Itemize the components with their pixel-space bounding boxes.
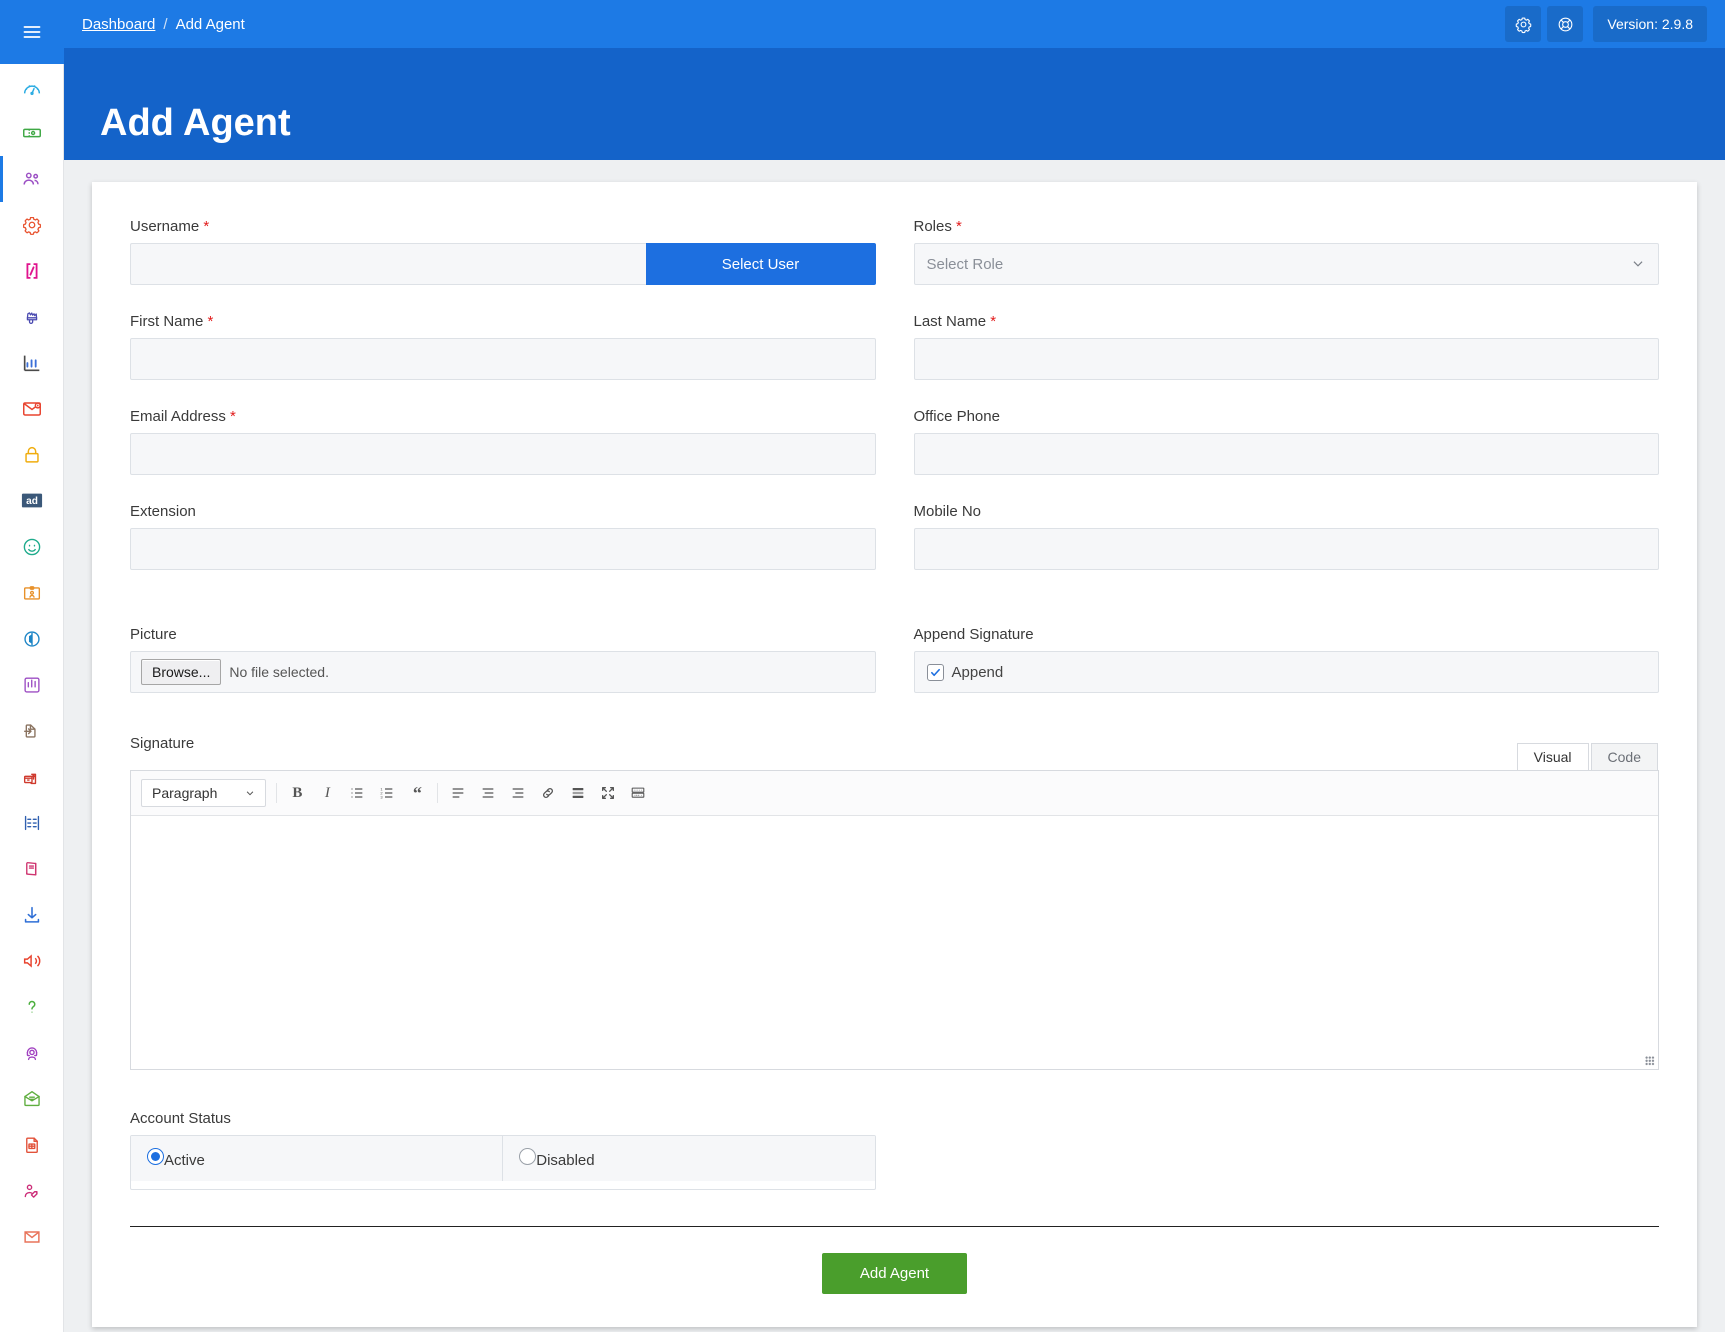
svg-text:ad: ad: [26, 496, 38, 507]
svg-text:3: 3: [381, 794, 384, 799]
